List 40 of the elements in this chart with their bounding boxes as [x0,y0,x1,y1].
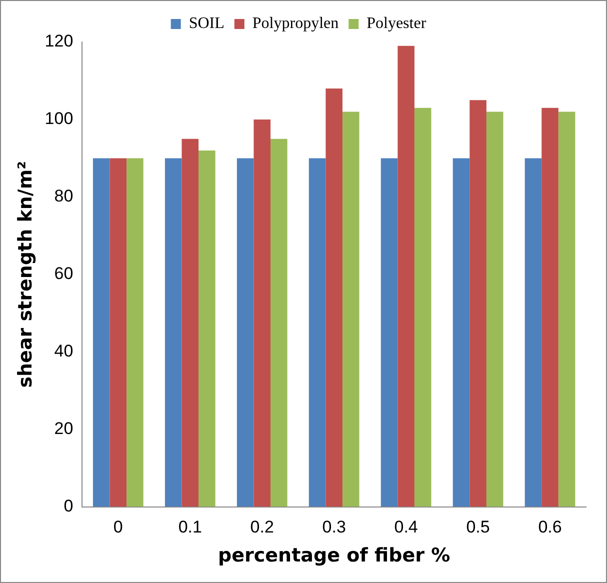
legend-label: SOIL [188,15,224,32]
bar [326,88,342,507]
x-tick-label: 0.4 [394,518,418,537]
bar [126,158,144,507]
bar [452,158,470,507]
y-tick-label: 0 [64,496,74,516]
y-tick-label: 100 [44,109,74,128]
bar [414,108,432,507]
x-axis-title: percentage of fiber % [218,544,450,567]
bar [308,158,326,507]
x-tick-label: 0.2 [250,518,274,537]
bar [524,158,542,507]
legend-label: Polyester [366,15,427,32]
legend-label: Polypropylen [252,15,339,32]
bar [92,158,110,507]
bar [270,138,288,507]
bar [254,119,271,507]
bar [542,108,558,507]
bar [380,158,398,507]
bar [164,158,182,507]
bar [198,150,216,507]
y-tick-label: 80 [54,186,74,206]
x-tick-label: 0.3 [322,518,346,537]
bar [342,112,360,507]
bar [182,138,199,507]
x-tick-label: 0.1 [178,518,202,537]
bar [398,46,414,507]
bar [470,100,486,507]
x-tick-label: 0.6 [538,518,562,537]
bar [558,112,576,507]
bar [486,112,504,507]
y-tick-label: 60 [54,264,74,284]
y-tick-label: 40 [54,342,74,361]
y-axis-title: shear strength kn/m² [14,161,36,388]
y-tick-label: 20 [54,419,74,438]
y-tick-label: 120 [44,32,74,51]
x-tick-label: 0.5 [466,518,490,537]
x-tick-label: 0 [113,518,123,537]
bar [110,158,127,507]
bar [236,158,254,507]
